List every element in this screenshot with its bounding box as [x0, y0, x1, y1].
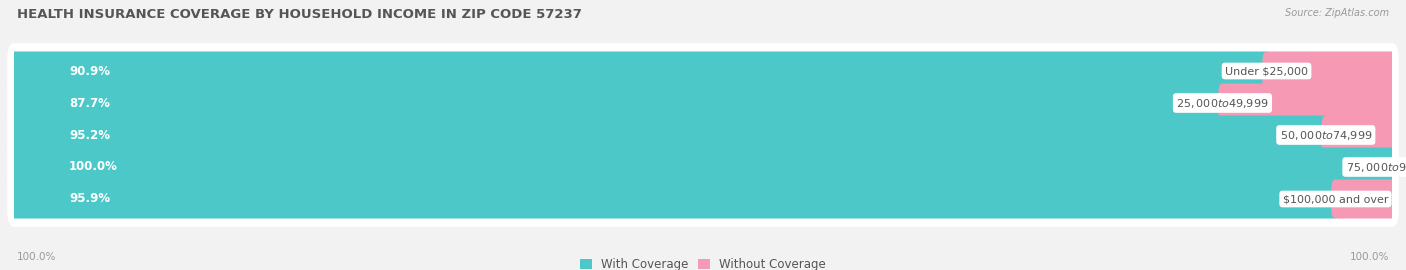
Text: 95.9%: 95.9%	[69, 193, 110, 205]
FancyBboxPatch shape	[1322, 116, 1396, 154]
Text: HEALTH INSURANCE COVERAGE BY HOUSEHOLD INCOME IN ZIP CODE 57237: HEALTH INSURANCE COVERAGE BY HOUSEHOLD I…	[17, 8, 582, 21]
Text: $100,000 and over: $100,000 and over	[1282, 194, 1388, 204]
FancyBboxPatch shape	[10, 116, 1330, 154]
FancyBboxPatch shape	[10, 83, 1226, 123]
Text: Source: ZipAtlas.com: Source: ZipAtlas.com	[1285, 8, 1389, 18]
FancyBboxPatch shape	[1263, 52, 1396, 90]
Text: 100.0%: 100.0%	[69, 160, 118, 174]
Legend: With Coverage, Without Coverage: With Coverage, Without Coverage	[575, 254, 831, 270]
Text: 100.0%: 100.0%	[1350, 252, 1389, 262]
FancyBboxPatch shape	[7, 139, 1399, 195]
FancyBboxPatch shape	[1219, 83, 1396, 123]
Text: $75,000 to $99,999: $75,000 to $99,999	[1346, 160, 1406, 174]
Text: Under $25,000: Under $25,000	[1225, 66, 1308, 76]
Text: $50,000 to $74,999: $50,000 to $74,999	[1279, 129, 1372, 141]
Text: 90.9%: 90.9%	[69, 65, 110, 77]
FancyBboxPatch shape	[7, 107, 1399, 163]
Text: 95.2%: 95.2%	[69, 129, 110, 141]
FancyBboxPatch shape	[7, 171, 1399, 227]
FancyBboxPatch shape	[10, 180, 1340, 218]
FancyBboxPatch shape	[10, 147, 1396, 187]
Text: 87.7%: 87.7%	[69, 96, 110, 110]
FancyBboxPatch shape	[7, 43, 1399, 99]
FancyBboxPatch shape	[10, 52, 1271, 90]
FancyBboxPatch shape	[1331, 180, 1396, 218]
FancyBboxPatch shape	[7, 75, 1399, 131]
Text: $25,000 to $49,999: $25,000 to $49,999	[1177, 96, 1268, 110]
Text: 100.0%: 100.0%	[17, 252, 56, 262]
